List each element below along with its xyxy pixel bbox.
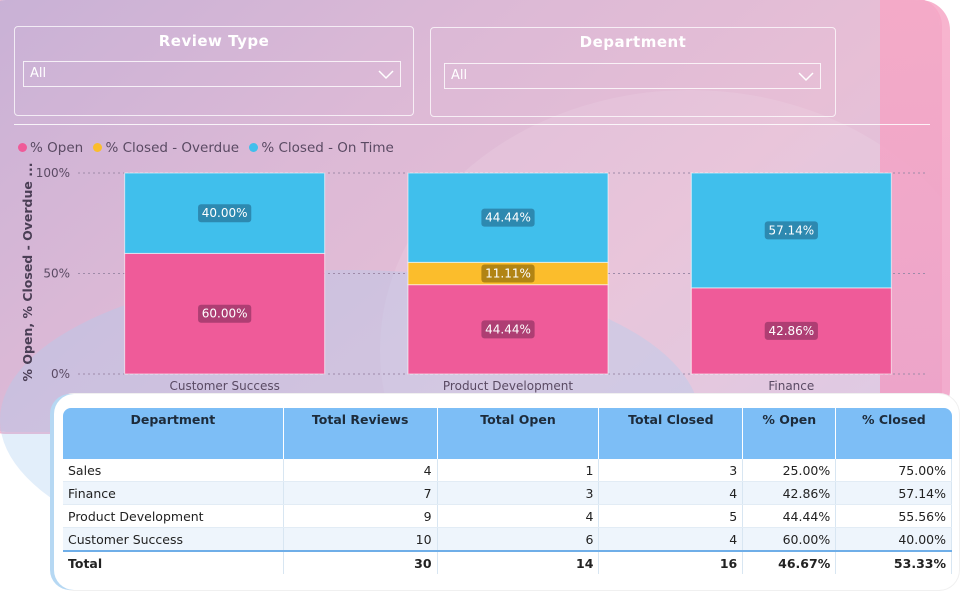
data-label-background [481, 208, 535, 227]
y-axis-title: % Open, % Closed - Overdue ... [20, 163, 35, 382]
table-cell: 55.56% [835, 504, 952, 528]
table-cell: 44.44% [742, 504, 837, 528]
table-cell: 40.00% [835, 527, 952, 552]
table-cell: 4 [283, 459, 438, 482]
data-label-background [764, 321, 818, 340]
column-header[interactable]: Total Reviews [283, 408, 438, 459]
table-total-cell: 14 [437, 550, 600, 574]
table-cell: 75.00% [835, 459, 952, 482]
table-header-row: Department Total Reviews Total Open Tota… [63, 408, 952, 459]
table-cell: 5 [598, 504, 744, 528]
table-cell: Customer Success [63, 527, 284, 552]
legend-label: % Open [30, 140, 84, 156]
review-type-slicer-title: Review Type [158, 32, 270, 50]
table-total-cell: 16 [598, 550, 744, 574]
data-label-background [198, 304, 252, 323]
chevron-down-icon [378, 70, 394, 80]
table-cell: 7 [283, 481, 438, 505]
column-header[interactable]: Total Open [437, 408, 600, 459]
legend-dot-closed-overdue [93, 142, 103, 152]
data-label: 11.11% [485, 267, 531, 281]
data-label-background [481, 264, 535, 283]
review-type-slicer: Review Type All [14, 26, 414, 116]
legend-dot-open [18, 142, 27, 152]
table-total-cell: 30 [283, 550, 438, 574]
table-total-row: Total 30 14 16 46.67% 53.33% [63, 550, 952, 574]
table-row[interactable]: Sales 4 1 3 25.00% 75.00% [63, 459, 952, 482]
legend-label: % Closed - On Time [261, 140, 394, 156]
y-tick-label: 0% [51, 367, 70, 381]
chevron-down-icon [798, 72, 814, 82]
department-value: All [451, 68, 468, 83]
department-dropdown[interactable]: All [444, 63, 821, 89]
table-cell: 9 [283, 504, 438, 528]
chart-legend: % Open % Closed - Overdue % Closed - On … [18, 140, 400, 156]
data-label: 42.86% [768, 324, 814, 338]
legend-label: % Closed - Overdue [105, 140, 240, 156]
column-header[interactable]: Department [63, 408, 284, 459]
table-cell: 1 [437, 459, 600, 482]
data-label: 44.44% [485, 322, 531, 336]
data-label: 60.00% [202, 307, 248, 321]
x-category-label: Product Development [443, 379, 573, 393]
table-cell: 60.00% [742, 527, 837, 552]
data-label-background [481, 320, 535, 339]
column-header[interactable]: % Closed [835, 408, 952, 459]
department-slicer-title: Department [579, 33, 687, 51]
table-cell: 57.14% [835, 481, 952, 505]
department-slicer: Department All [430, 27, 836, 117]
table-row[interactable]: Product Development 9 4 5 44.44% 55.56% [63, 504, 952, 528]
table-cell: 10 [283, 527, 438, 552]
table-cell: Sales [63, 459, 284, 482]
table-cell: 3 [437, 481, 600, 505]
table-cell: 3 [598, 459, 744, 482]
table-cell: 4 [437, 504, 600, 528]
table-cell: 4 [598, 481, 744, 505]
legend-item-closed-on-time[interactable]: % Closed - On Time [249, 140, 394, 156]
legend-item-open[interactable]: % Open [18, 140, 83, 156]
table-cell: 25.00% [742, 459, 837, 482]
divider [14, 124, 930, 125]
legend-item-closed-overdue[interactable]: % Closed - Overdue [93, 140, 239, 156]
table-row[interactable]: Finance 7 3 4 42.86% 57.14% [63, 481, 952, 505]
legend-dot-closed-on-time [249, 142, 259, 152]
x-category-label: Finance [768, 379, 814, 393]
x-category-label: Customer Success [169, 379, 279, 393]
data-label: 40.00% [202, 206, 248, 220]
table-cell: Product Development [63, 504, 284, 528]
data-label-background [764, 221, 818, 240]
data-label-background [198, 204, 252, 223]
table-cell: Finance [63, 481, 284, 505]
table-cell: 42.86% [742, 481, 837, 505]
y-tick-label: 50% [43, 267, 70, 281]
table-total-cell: 46.67% [742, 550, 837, 574]
table-row[interactable]: Customer Success 10 6 4 60.00% 40.00% [63, 527, 952, 552]
data-label: 57.14% [768, 223, 814, 237]
stacked-bar-chart: 100% 50% 0% % Open, % Closed - Overdue ... 6… [20, 163, 928, 393]
table-total-cell: 53.33% [835, 550, 952, 574]
column-header[interactable]: % Open [742, 408, 837, 459]
review-type-value: All [30, 66, 47, 81]
review-type-dropdown[interactable]: All [23, 61, 401, 87]
table-cell: 6 [437, 527, 600, 552]
y-tick-label: 100% [36, 166, 70, 180]
department-table: Department Total Reviews Total Open Tota… [63, 408, 952, 574]
data-label: 44.44% [485, 211, 531, 225]
table-cell: 4 [598, 527, 744, 552]
table-total-cell: Total [63, 550, 284, 574]
column-header[interactable]: Total Closed [598, 408, 744, 459]
